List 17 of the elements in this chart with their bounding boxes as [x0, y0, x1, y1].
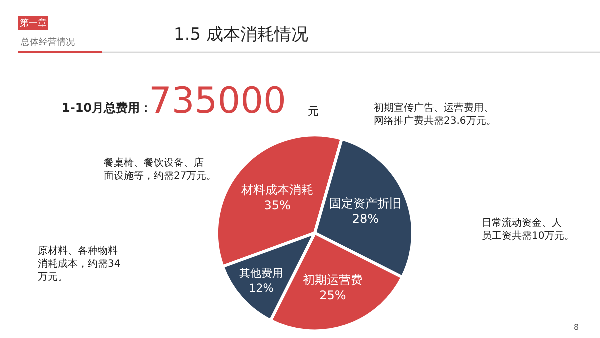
text: 初期宣传广告、运营费用、网络推广费共需23.6万元。 — [374, 102, 496, 127]
text: 餐桌椅、餐饮设备、店面设施等，约需27万元。 — [104, 157, 217, 182]
data-label: 25% — [320, 288, 346, 303]
slice-label: 固定资产折旧 — [330, 196, 402, 210]
text: 元 — [308, 105, 319, 118]
text: 原材料、各种物料消耗成本，约需34万元。 — [38, 245, 121, 283]
text: 日常流动资金、人员工资共需10万元。 — [482, 217, 575, 242]
data-label: 35% — [264, 198, 291, 213]
chart-title: 1.5 成本消耗情况 — [174, 24, 308, 45]
data-label: 28% — [352, 212, 380, 226]
slice-label: 其他费用 — [239, 267, 284, 280]
slice-label: 初期运营费 — [302, 272, 363, 287]
text: 第一章 — [20, 18, 47, 29]
text: 8 — [574, 323, 580, 332]
slice-label: 材料成本消耗 — [240, 183, 314, 198]
text: 总体经营情况 — [20, 37, 75, 48]
data-label: 12% — [248, 282, 274, 295]
